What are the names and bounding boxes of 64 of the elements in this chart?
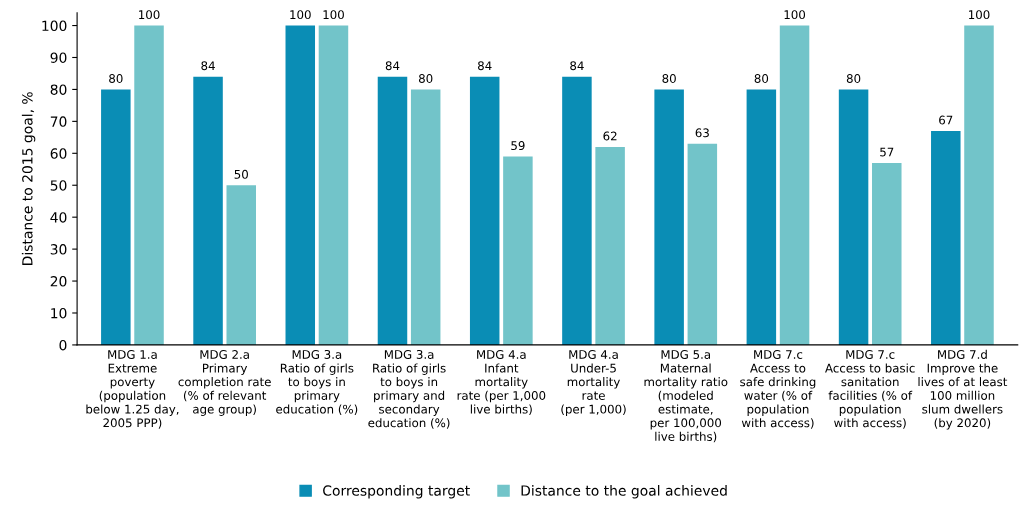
data-label: 80 <box>109 74 123 83</box>
y-tick-label: 30 <box>50 244 67 255</box>
bar <box>503 156 533 345</box>
bar <box>595 146 625 345</box>
data-label: 100 <box>139 10 160 20</box>
y-tick-label: 100 <box>42 20 67 32</box>
bar <box>746 89 777 345</box>
y-tick-label: 10 <box>51 307 67 319</box>
x-tick-label: MDG 2.a Primary completion rate (% of relevant age group) <box>178 349 271 416</box>
y-tick-label: 70 <box>50 116 67 127</box>
bar <box>318 25 349 345</box>
bar <box>872 162 902 345</box>
x-tick-label: MDG 7.d Improve the lives of at least 100 million slum dwellers (by 2020) <box>918 349 1008 430</box>
data-label: 84 <box>385 61 400 71</box>
data-label: 100 <box>290 10 311 20</box>
x-tick-label: MDG 5.a Maternal mortality ratio (modeled estimate, per 100,000 live births) <box>644 349 728 443</box>
bar <box>964 25 994 345</box>
x-tick-label: MDG 1.a Extreme poverty (population below 1.25 day, 2005 PPP) <box>86 349 179 429</box>
y-tick-label: 90 <box>50 52 67 63</box>
data-label: 80 <box>754 74 769 83</box>
bar <box>562 76 592 345</box>
x-tick-label: MDG 7.c Access to basic sanitation facilities (% of population with access) <box>825 349 915 429</box>
bar <box>931 130 961 345</box>
data-label: 57 <box>880 147 894 157</box>
x-tick-label: MDG 3.a Ratio of girls to boys in primary and secondary education (%) <box>368 349 450 429</box>
legend-label: Distance to the goal achieved <box>521 485 727 499</box>
bar <box>410 89 441 345</box>
data-label: 80 <box>846 74 861 83</box>
y-tick-label: 80 <box>50 84 67 95</box>
bar <box>285 25 316 345</box>
data-label: 84 <box>570 61 584 71</box>
legend-label: Corresponding target <box>323 485 470 499</box>
data-label: 62 <box>603 131 617 141</box>
bar <box>226 185 256 345</box>
x-tick-label: MDG 4.a Infant mortality rate (per 1,000 live births) <box>457 349 546 415</box>
bar <box>101 89 131 345</box>
x-tick-label: MDG 4.a Under-5 mortality rate (per 1,000) <box>561 349 626 416</box>
bar <box>779 25 810 345</box>
data-label: 100 <box>784 10 806 20</box>
x-tick-label: MDG 7.c Access to safe drinking water (% of population with access) <box>740 349 816 429</box>
data-label: 80 <box>662 74 676 83</box>
bar <box>377 76 408 345</box>
data-label: 100 <box>323 10 344 20</box>
data-label: 80 <box>418 74 433 83</box>
data-label: 50 <box>234 169 248 179</box>
y-axis-title: Distance to 2015 goal, % <box>21 92 36 265</box>
y-tick-label: 40 <box>50 212 67 223</box>
y-tick-label: 0 <box>59 339 67 351</box>
bar <box>469 76 500 345</box>
data-label: 84 <box>477 61 492 71</box>
data-label: 67 <box>939 115 953 125</box>
bar <box>687 143 718 345</box>
data-label: 84 <box>201 61 215 71</box>
data-label: 100 <box>969 10 990 20</box>
x-tick-label: MDG 3.a Ratio of girls to boys in primary education (%) <box>276 349 358 415</box>
bar <box>654 89 684 345</box>
bar <box>134 25 164 345</box>
y-tick-label: 50 <box>50 180 67 191</box>
y-tick-label: 20 <box>50 276 67 287</box>
bar <box>838 89 869 345</box>
bar <box>193 76 223 345</box>
y-tick-label: 60 <box>50 148 67 159</box>
data-label: 59 <box>511 141 525 151</box>
data-label: 63 <box>695 128 709 138</box>
